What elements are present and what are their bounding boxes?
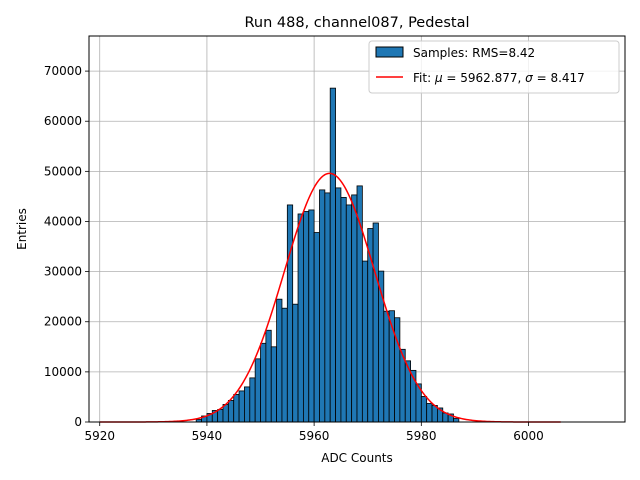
histogram-bar: [340, 197, 347, 423]
histogram-bar: [270, 346, 277, 423]
histogram-bar: [313, 232, 320, 423]
histogram-bar: [244, 386, 251, 423]
x-tick-label: 5920: [84, 429, 115, 443]
x-tick-label: 6000: [513, 429, 544, 443]
histogram-bar: [217, 409, 224, 423]
histogram-bar: [351, 194, 358, 423]
y-tick-label: 70000: [44, 64, 82, 78]
gaussian-fit-curve: [99, 172, 561, 423]
legend-samples-label: Samples: RMS=8.42: [413, 46, 535, 60]
histogram-bar: [345, 204, 353, 423]
y-tick-label: 50000: [44, 164, 82, 178]
x-tick-label: 5980: [406, 429, 437, 443]
x-axis-label: ADC Counts: [321, 451, 393, 465]
histogram-bar: [372, 222, 379, 423]
histogram-bar: [254, 358, 261, 423]
histogram-bar: [361, 260, 369, 423]
y-tick-label: 20000: [44, 315, 82, 329]
legend-box: [368, 40, 620, 94]
histogram-bar: [222, 404, 229, 423]
histogram-bar: [329, 87, 336, 423]
histogram-bar: [265, 329, 272, 423]
histogram-bar: [292, 303, 299, 423]
histogram-bar: [286, 204, 294, 423]
legend-fit-label: Fit: μ = 5962.877, σ = 8.417: [413, 71, 585, 85]
x-axis-ticks: 5920 5940 5960 5980 6000: [84, 422, 544, 443]
histogram-bar: [260, 342, 267, 423]
y-tick-label: 30000: [44, 265, 82, 279]
y-tick-label: 40000: [44, 214, 82, 228]
chart-title: Run 488, channel087, Pedestal: [244, 15, 469, 31]
y-tick-label: 0: [74, 415, 82, 429]
x-tick-label: 5940: [192, 429, 223, 443]
x-tick-label: 5960: [299, 429, 330, 443]
legend: Samples: RMS=8.42 Fit: μ = 5962.877, σ =…: [368, 40, 620, 94]
y-tick-label: 10000: [44, 365, 82, 379]
histogram-bar: [420, 396, 428, 423]
histogram-bar: [276, 298, 283, 423]
histogram-bar: [394, 317, 401, 423]
histogram-bar: [426, 403, 433, 423]
y-axis-label: Entries: [15, 208, 29, 250]
histogram-bar: [324, 192, 331, 423]
histogram-bar: [335, 187, 342, 423]
histogram-bar: [281, 307, 288, 423]
plot-frame: [88, 35, 626, 423]
histogram-bar: [233, 394, 240, 423]
histogram-bar: [308, 209, 315, 423]
y-axis-ticks: 0 10000 20000 30000 40000 50000 60000 70000: [44, 64, 89, 429]
histogram-bar: [383, 310, 390, 423]
histogram-bar: [302, 211, 310, 423]
histogram-bar: [453, 418, 460, 423]
legend-samples-swatch: [375, 46, 404, 58]
histogram-bar: [297, 213, 304, 423]
histogram-bar: [238, 390, 245, 423]
histogram-bar: [227, 400, 235, 423]
histogram-bar: [249, 377, 256, 423]
y-tick-label: 60000: [44, 114, 82, 128]
histogram-bar: [319, 189, 326, 423]
